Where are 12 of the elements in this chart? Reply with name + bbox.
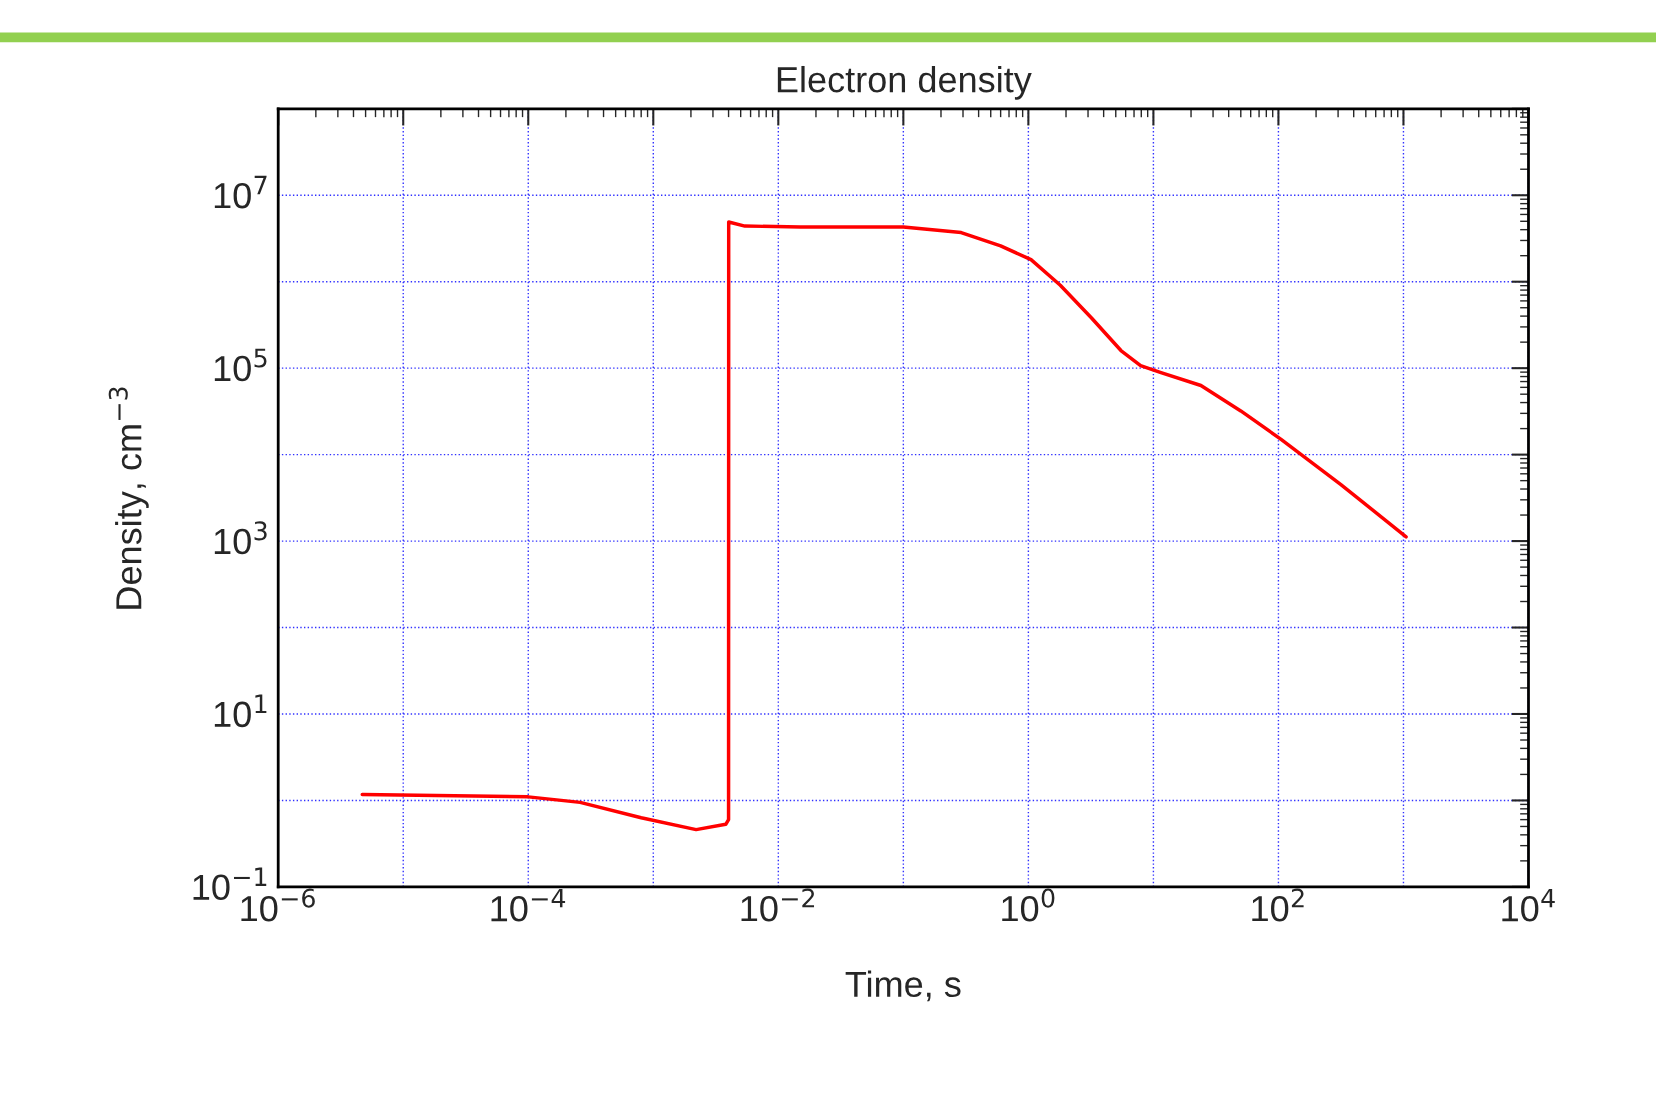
x-tick-label: 10$^{4}$	[1502, 888, 1555, 922]
y-tick-label: 10$^{3}$	[214, 521, 267, 555]
y-tick-label: 10$^{5}$	[214, 348, 267, 382]
y-tick-label: 10$^{7}$	[214, 175, 267, 209]
x-tick-label: 10$^{0}$	[1002, 888, 1055, 922]
x-axis-title: Time, s	[845, 970, 961, 1002]
chart-title: Electron density	[777, 65, 1032, 100]
y-tick-label: 10$^{1}$	[214, 694, 267, 728]
x-tick-label: 10$^{−4}$	[491, 888, 566, 922]
x-tick-label: 10$^{2}$	[1252, 888, 1304, 922]
y-axis-title: Density, cm$^{−3}$	[108, 387, 149, 609]
x-tick-label: 10$^{−2}$	[741, 888, 815, 922]
